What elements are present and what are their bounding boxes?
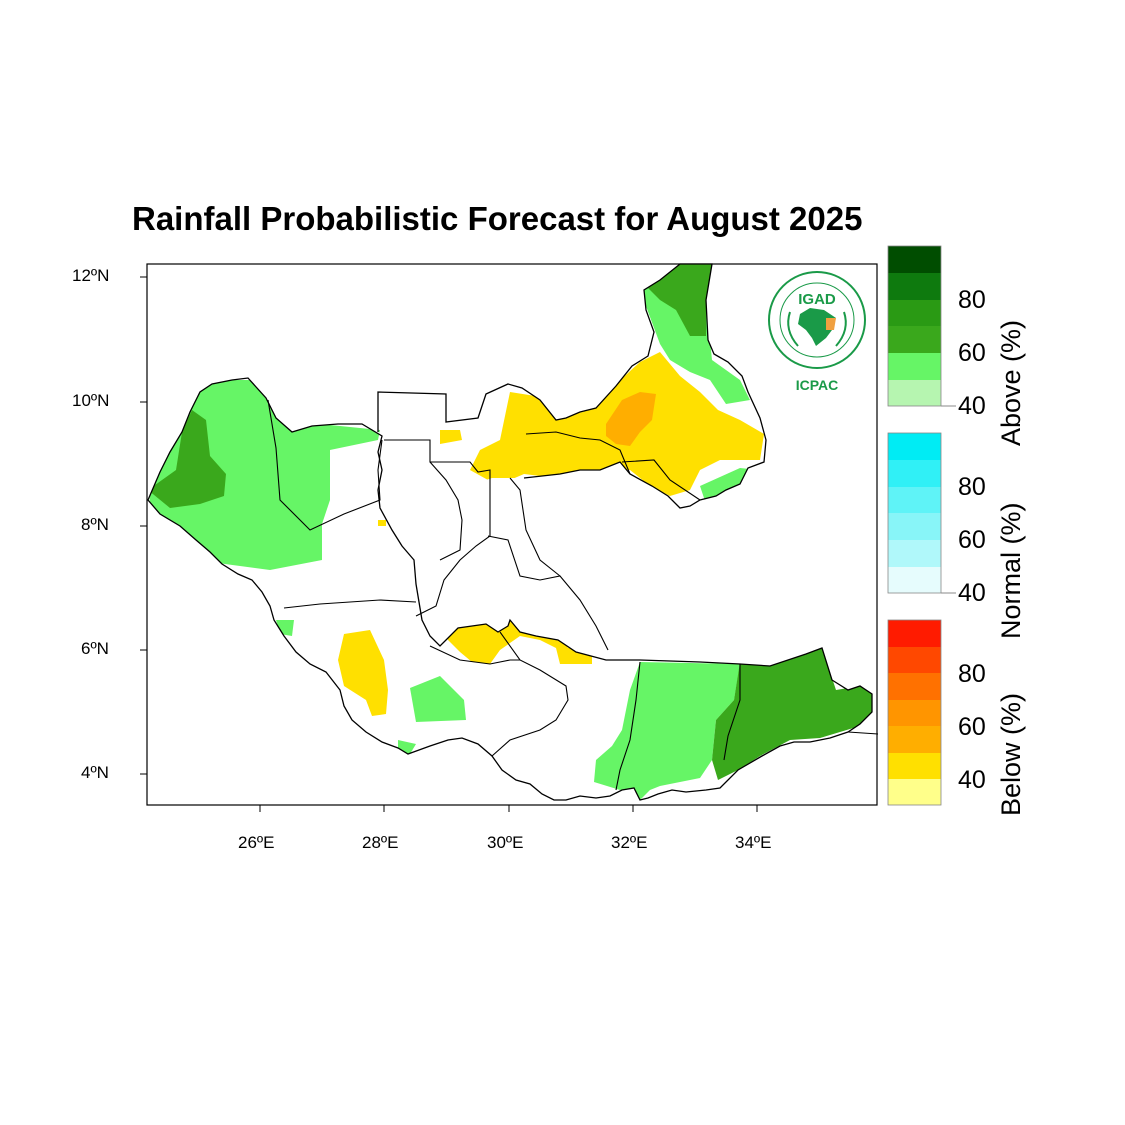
legend-title-normal: Normal (%) bbox=[996, 502, 1026, 639]
lat-tick-6n: 6ºN bbox=[81, 639, 109, 658]
lon-tick-32e: 32ºE bbox=[611, 833, 648, 852]
legend-above-40: 40 bbox=[958, 392, 986, 420]
lon-tick-34e: 34ºE bbox=[735, 833, 772, 852]
legend-swatch-below-1 bbox=[888, 620, 941, 647]
legend-swatch-above-1 bbox=[888, 246, 941, 273]
legend-normal-60: 60 bbox=[958, 526, 986, 554]
legend-swatch-below-6 bbox=[888, 753, 941, 779]
legend-below-60: 60 bbox=[958, 713, 986, 741]
state-boundaries bbox=[267, 399, 879, 791]
legend-swatch-below-3 bbox=[888, 673, 941, 700]
legend-swatch-normal-2 bbox=[888, 460, 941, 487]
axis-ticks bbox=[140, 276, 758, 812]
legend-swatch-above-3 bbox=[888, 300, 941, 326]
legend-normal bbox=[887, 432, 956, 594]
legend-swatch-normal-6 bbox=[888, 567, 941, 593]
legend-below-80: 80 bbox=[958, 660, 986, 688]
below-50-zone bbox=[606, 392, 656, 446]
lon-tick-26e: 26ºE bbox=[238, 833, 275, 852]
legend-swatch-normal-5 bbox=[888, 540, 941, 567]
logo-icpac-text: ICPAC bbox=[796, 377, 839, 393]
legend-swatch-below-7 bbox=[888, 779, 941, 805]
legend-below-40: 40 bbox=[958, 766, 986, 794]
legend-above bbox=[887, 245, 956, 407]
lon-tick-28e: 28ºE bbox=[362, 833, 399, 852]
lat-tick-10n: 10ºN bbox=[72, 391, 110, 410]
legend-below bbox=[887, 619, 942, 806]
legend-swatch-above-2 bbox=[888, 273, 941, 300]
legend-above-60: 60 bbox=[958, 339, 986, 367]
legend-normal-80: 80 bbox=[958, 473, 986, 501]
legend-title-below: Below (%) bbox=[996, 692, 1026, 816]
legend-swatch-normal-4 bbox=[888, 513, 941, 540]
legend-normal-40: 40 bbox=[958, 579, 986, 607]
lat-tick-12n: 12ºN bbox=[72, 266, 110, 285]
legend-title-above: Above (%) bbox=[996, 319, 1026, 446]
legend-swatch-below-2 bbox=[888, 647, 941, 673]
lon-tick-30e: 30ºE bbox=[487, 833, 524, 852]
legend-swatch-normal-1 bbox=[888, 433, 941, 460]
lat-tick-4n: 4ºN bbox=[81, 763, 109, 782]
legend-swatch-above-5 bbox=[888, 353, 941, 380]
legend-swatch-below-5 bbox=[888, 726, 941, 753]
country-outline-north bbox=[377, 263, 767, 509]
country-outline-south bbox=[147, 377, 873, 801]
map-title: Rainfall Probabilistic Forecast for Augu… bbox=[132, 200, 863, 237]
lat-tick-8n: 8ºN bbox=[81, 515, 109, 534]
legend-swatch-above-4 bbox=[888, 326, 941, 353]
logo-igad-text: IGAD bbox=[798, 291, 836, 308]
legend-swatch-below-4 bbox=[888, 700, 941, 726]
igad-logo: IGAD ICPAC bbox=[768, 271, 866, 393]
legend-swatch-above-6 bbox=[888, 380, 941, 406]
legend-swatch-normal-3 bbox=[888, 487, 941, 513]
legend-above-80: 80 bbox=[958, 286, 986, 314]
